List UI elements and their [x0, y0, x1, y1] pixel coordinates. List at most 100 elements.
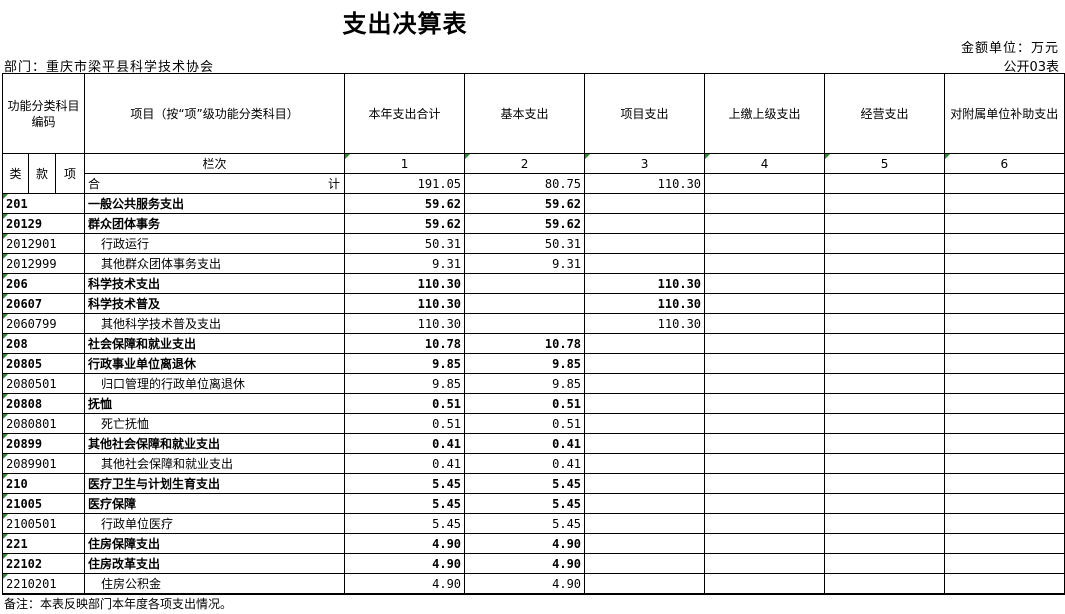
row-value	[704, 373, 826, 394]
row-value	[944, 213, 1065, 234]
row-value: 50.31	[464, 233, 586, 254]
table-row: 20805 行政事业单位离退休 9.85 9.85	[1, 353, 1065, 374]
row-value: 0.41	[344, 433, 466, 454]
total-label-left: 合	[88, 177, 101, 191]
row-value: 110.30	[584, 293, 706, 314]
row-value: 9.31	[464, 253, 586, 274]
row-value: 59.62	[464, 213, 586, 234]
lanci-2: 2	[464, 153, 586, 174]
table-row: 210 医疗卫生与计划生育支出 5.45 5.45	[1, 473, 1065, 494]
row-name: 其他群众团体事务支出	[84, 253, 346, 274]
total-value: 80.75	[464, 173, 586, 194]
row-value: 110.30	[584, 273, 706, 294]
row-value: 0.51	[464, 393, 586, 414]
row-value	[704, 553, 826, 574]
row-value: 0.51	[344, 413, 466, 434]
row-value	[824, 473, 946, 494]
row-value: 4.90	[344, 573, 466, 595]
row-value: 10.78	[464, 333, 586, 354]
row-value	[464, 313, 586, 334]
header-xiang: 项	[54, 153, 86, 194]
row-value: 5.45	[344, 493, 466, 514]
row-value: 4.90	[464, 553, 586, 574]
table-row: 2080801 死亡抚恤 0.51 0.51	[1, 413, 1065, 434]
total-value	[704, 173, 826, 194]
row-value	[704, 573, 826, 595]
row-value	[704, 513, 826, 534]
table-row: 2080501 归口管理的行政单位离退休 9.85 9.85	[1, 373, 1065, 394]
row-value	[944, 513, 1065, 534]
row-name: 住房公积金	[84, 573, 346, 595]
row-value	[704, 273, 826, 294]
row-value: 5.45	[344, 473, 466, 494]
row-value	[824, 513, 946, 534]
row-value: 4.90	[344, 533, 466, 554]
row-value	[824, 553, 946, 574]
row-name: 抚恤	[84, 393, 346, 414]
row-value	[944, 293, 1065, 314]
row-value	[464, 273, 586, 294]
row-value	[944, 253, 1065, 274]
row-value	[704, 433, 826, 454]
row-value	[824, 393, 946, 414]
row-code: 20808	[1, 393, 86, 414]
table-row: 2060799 其他科学技术普及支出 110.30 110.30	[1, 313, 1065, 334]
row-value	[824, 313, 946, 334]
row-value	[584, 353, 706, 374]
row-value: 110.30	[344, 313, 466, 334]
lanci-5: 5	[824, 153, 946, 174]
table-row: 20607 科学技术普及 110.30 110.30	[1, 293, 1065, 314]
row-code: 2089901	[1, 453, 86, 474]
table-row: 221 住房保障支出 4.90 4.90	[1, 533, 1065, 554]
header-project: 项目支出	[584, 73, 706, 154]
row-value	[584, 433, 706, 454]
row-code: 20805	[1, 353, 86, 374]
row-value: 5.45	[464, 473, 586, 494]
row-code: 221	[1, 533, 86, 554]
row-code: 20899	[1, 433, 86, 454]
row-value: 5.45	[464, 493, 586, 514]
row-code: 22102	[1, 553, 86, 574]
row-value	[584, 573, 706, 595]
row-name: 其他社会保障和就业支出	[84, 453, 346, 474]
row-value	[584, 473, 706, 494]
row-code: 2012999	[1, 253, 86, 274]
row-value: 110.30	[584, 313, 706, 334]
total-label-right: 计	[328, 177, 341, 191]
row-value	[944, 533, 1065, 554]
row-name: 其他社会保障和就业支出	[84, 433, 346, 454]
row-value	[584, 493, 706, 514]
row-value	[944, 433, 1065, 454]
department: 部门：重庆市梁平县科学技术协会	[4, 60, 215, 75]
row-name: 死亡抚恤	[84, 413, 346, 434]
table-row: 20129 群众团体事务 59.62 59.62	[1, 213, 1065, 234]
row-value: 9.31	[344, 253, 466, 274]
header-kuan: 款	[28, 153, 56, 194]
row-value	[464, 293, 586, 314]
row-value	[944, 413, 1065, 434]
row-code: 2080801	[1, 413, 86, 434]
row-value	[584, 233, 706, 254]
row-value	[944, 393, 1065, 414]
lanci-label: 栏次	[84, 153, 346, 174]
row-code: 2100501	[1, 513, 86, 534]
row-value: 9.85	[344, 373, 466, 394]
row-value	[824, 333, 946, 354]
row-value: 4.90	[344, 553, 466, 574]
row-value	[704, 393, 826, 414]
row-value	[824, 533, 946, 554]
row-code: 2012901	[1, 233, 86, 254]
row-value	[584, 333, 706, 354]
total-value	[824, 173, 946, 194]
table-row: 2012999 其他群众团体事务支出 9.31 9.31	[1, 253, 1065, 274]
row-value	[584, 413, 706, 434]
row-code: 21005	[1, 493, 86, 514]
row-value: 5.45	[344, 513, 466, 534]
row-value	[704, 193, 826, 214]
header-basic: 基本支出	[464, 73, 586, 154]
header-lei: 类	[2, 153, 29, 194]
row-value	[704, 333, 826, 354]
row-value	[944, 573, 1065, 595]
row-value	[704, 473, 826, 494]
header-upper: 上缴上级支出	[704, 73, 826, 154]
